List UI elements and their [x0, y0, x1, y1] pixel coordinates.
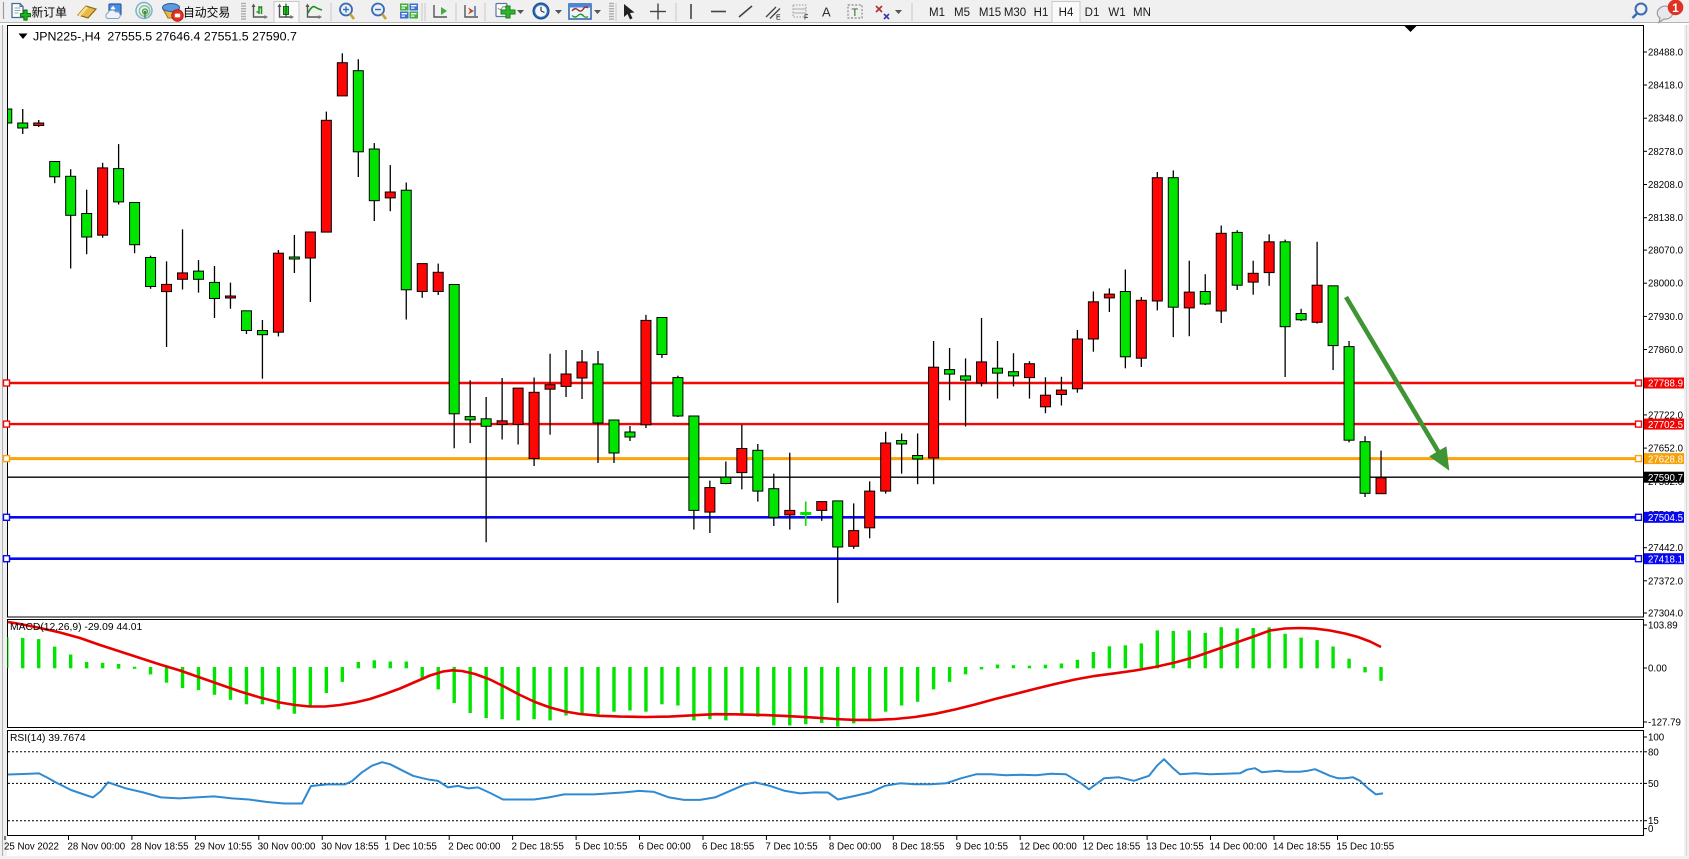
svg-text:MACD(12,26,9) -29.09 44.01: MACD(12,26,9) -29.09 44.01: [10, 622, 142, 633]
svg-text:13 Dec 10:55: 13 Dec 10:55: [1146, 841, 1204, 852]
svg-text:W1: W1: [1108, 7, 1125, 19]
svg-text:27860.0: 27860.0: [1648, 345, 1684, 356]
svg-text:6 Dec 18:55: 6 Dec 18:55: [702, 841, 754, 852]
svg-text:MN: MN: [1133, 7, 1151, 19]
svg-text:28138.0: 28138.0: [1648, 213, 1684, 224]
svg-text:27304.0: 27304.0: [1648, 609, 1684, 620]
svg-text:27504.5: 27504.5: [1648, 513, 1683, 524]
svg-text:28208.0: 28208.0: [1648, 180, 1684, 191]
svg-text:M1: M1: [929, 7, 945, 19]
svg-text:27722.0: 27722.0: [1648, 410, 1684, 421]
svg-text:27788.9: 27788.9: [1648, 379, 1683, 390]
svg-text:5 Dec 10:55: 5 Dec 10:55: [575, 841, 627, 852]
svg-text:28070.0: 28070.0: [1648, 246, 1684, 257]
svg-text:6 Dec 00:00: 6 Dec 00:00: [639, 841, 692, 852]
svg-text:新订单: 新订单: [32, 6, 68, 20]
svg-text:28418.0: 28418.0: [1648, 81, 1684, 92]
svg-text:2 Dec 00:00: 2 Dec 00:00: [448, 841, 501, 852]
svg-text:T: T: [852, 7, 859, 19]
svg-text:RSI(14) 39.7674: RSI(14) 39.7674: [10, 733, 86, 744]
svg-text:27418.1: 27418.1: [1648, 554, 1683, 565]
svg-text:28000.0: 28000.0: [1648, 279, 1684, 290]
svg-text:29 Nov 10:55: 29 Nov 10:55: [194, 841, 252, 852]
svg-text:H4: H4: [1059, 7, 1074, 19]
svg-text:9 Dec 10:55: 9 Dec 10:55: [956, 841, 1008, 852]
svg-text:7 Dec 10:55: 7 Dec 10:55: [765, 841, 817, 852]
svg-text:M15: M15: [979, 7, 1001, 19]
svg-text:JPN225-,H4 27555.5 27646.4 27: JPN225-,H4 27555.5 27646.4 27551.5 27590…: [33, 30, 297, 44]
svg-text:25 Nov 2022: 25 Nov 2022: [4, 841, 59, 852]
svg-text:28 Nov 00:00: 28 Nov 00:00: [68, 841, 126, 852]
svg-text:14 Dec 00:00: 14 Dec 00:00: [1210, 841, 1268, 852]
svg-text:27930.0: 27930.0: [1648, 312, 1684, 323]
svg-text:28488.0: 28488.0: [1648, 48, 1684, 59]
svg-text:27590.7: 27590.7: [1648, 473, 1683, 484]
svg-text:12 Dec 00:00: 12 Dec 00:00: [1019, 841, 1077, 852]
svg-text:-127.79: -127.79: [1648, 718, 1681, 729]
svg-text:27702.5: 27702.5: [1648, 420, 1683, 431]
svg-text:0: 0: [1648, 824, 1654, 835]
svg-text:8 Dec 18:55: 8 Dec 18:55: [892, 841, 944, 852]
svg-text:H1: H1: [1034, 7, 1049, 19]
svg-text:14 Dec 18:55: 14 Dec 18:55: [1273, 841, 1331, 852]
svg-text:15 Dec 10:55: 15 Dec 10:55: [1337, 841, 1395, 852]
svg-text:12 Dec 18:55: 12 Dec 18:55: [1083, 841, 1141, 852]
svg-text:15: 15: [1648, 816, 1659, 827]
svg-text:27628.8: 27628.8: [1648, 454, 1683, 465]
svg-text:28348.0: 28348.0: [1648, 114, 1684, 125]
svg-text:A: A: [822, 5, 831, 20]
svg-text:28278.0: 28278.0: [1648, 147, 1684, 158]
svg-text:1 Dec 10:55: 1 Dec 10:55: [385, 841, 437, 852]
svg-text:27442.0: 27442.0: [1648, 543, 1684, 554]
svg-text:8 Dec 00:00: 8 Dec 00:00: [829, 841, 882, 852]
svg-text:30 Nov 00:00: 30 Nov 00:00: [258, 841, 316, 852]
svg-text:80: 80: [1648, 747, 1659, 758]
svg-text:27652.0: 27652.0: [1648, 444, 1684, 455]
svg-text:27372.0: 27372.0: [1648, 576, 1684, 587]
svg-text:100: 100: [1648, 733, 1665, 744]
svg-text:M5: M5: [954, 7, 970, 19]
svg-text:2 Dec 18:55: 2 Dec 18:55: [512, 841, 564, 852]
svg-text:30 Nov 18:55: 30 Nov 18:55: [321, 841, 379, 852]
svg-text:E: E: [776, 15, 781, 22]
svg-text:1: 1: [1672, 1, 1679, 15]
svg-text:M30: M30: [1004, 7, 1026, 19]
svg-text:F: F: [804, 15, 808, 22]
svg-text:0.00: 0.00: [1648, 664, 1667, 675]
svg-text:D1: D1: [1085, 7, 1100, 19]
svg-text:28 Nov 18:55: 28 Nov 18:55: [131, 841, 189, 852]
svg-text:自动交易: 自动交易: [183, 6, 230, 20]
svg-text:103.89: 103.89: [1648, 621, 1678, 632]
svg-text:50: 50: [1648, 779, 1659, 790]
